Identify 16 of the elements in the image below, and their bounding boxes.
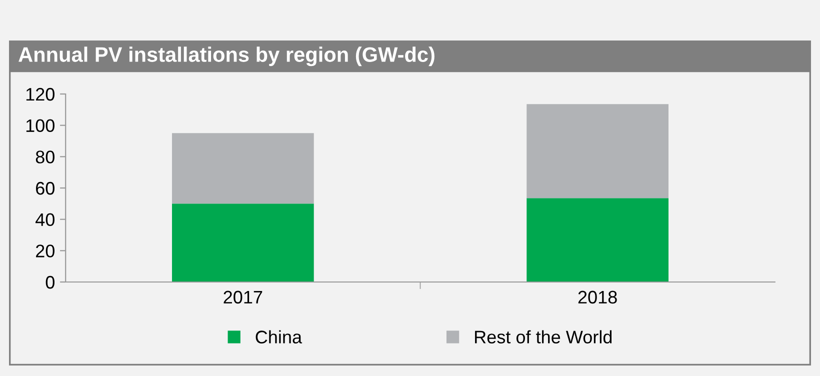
chart-title: Annual PV installations by region (GW-dc) [18,46,434,66]
y-tick-label: 40 [36,213,54,226]
legend-label: Rest of the World [475,330,612,344]
bar [526,198,669,282]
y-tick-label: 100 [26,119,54,132]
y-tick-label: 120 [26,88,54,101]
bar [172,204,314,282]
legend-label: China [256,330,302,344]
y-tick-label: 60 [36,182,54,195]
y-tick-label: 0 [46,276,54,289]
y-tick-label: 80 [36,150,54,164]
x-tick-label: 2018 [578,290,617,304]
bar [526,104,669,198]
y-tick-label: 20 [36,244,54,258]
bar [172,133,314,204]
x-tick-label: 2017 [224,290,262,304]
